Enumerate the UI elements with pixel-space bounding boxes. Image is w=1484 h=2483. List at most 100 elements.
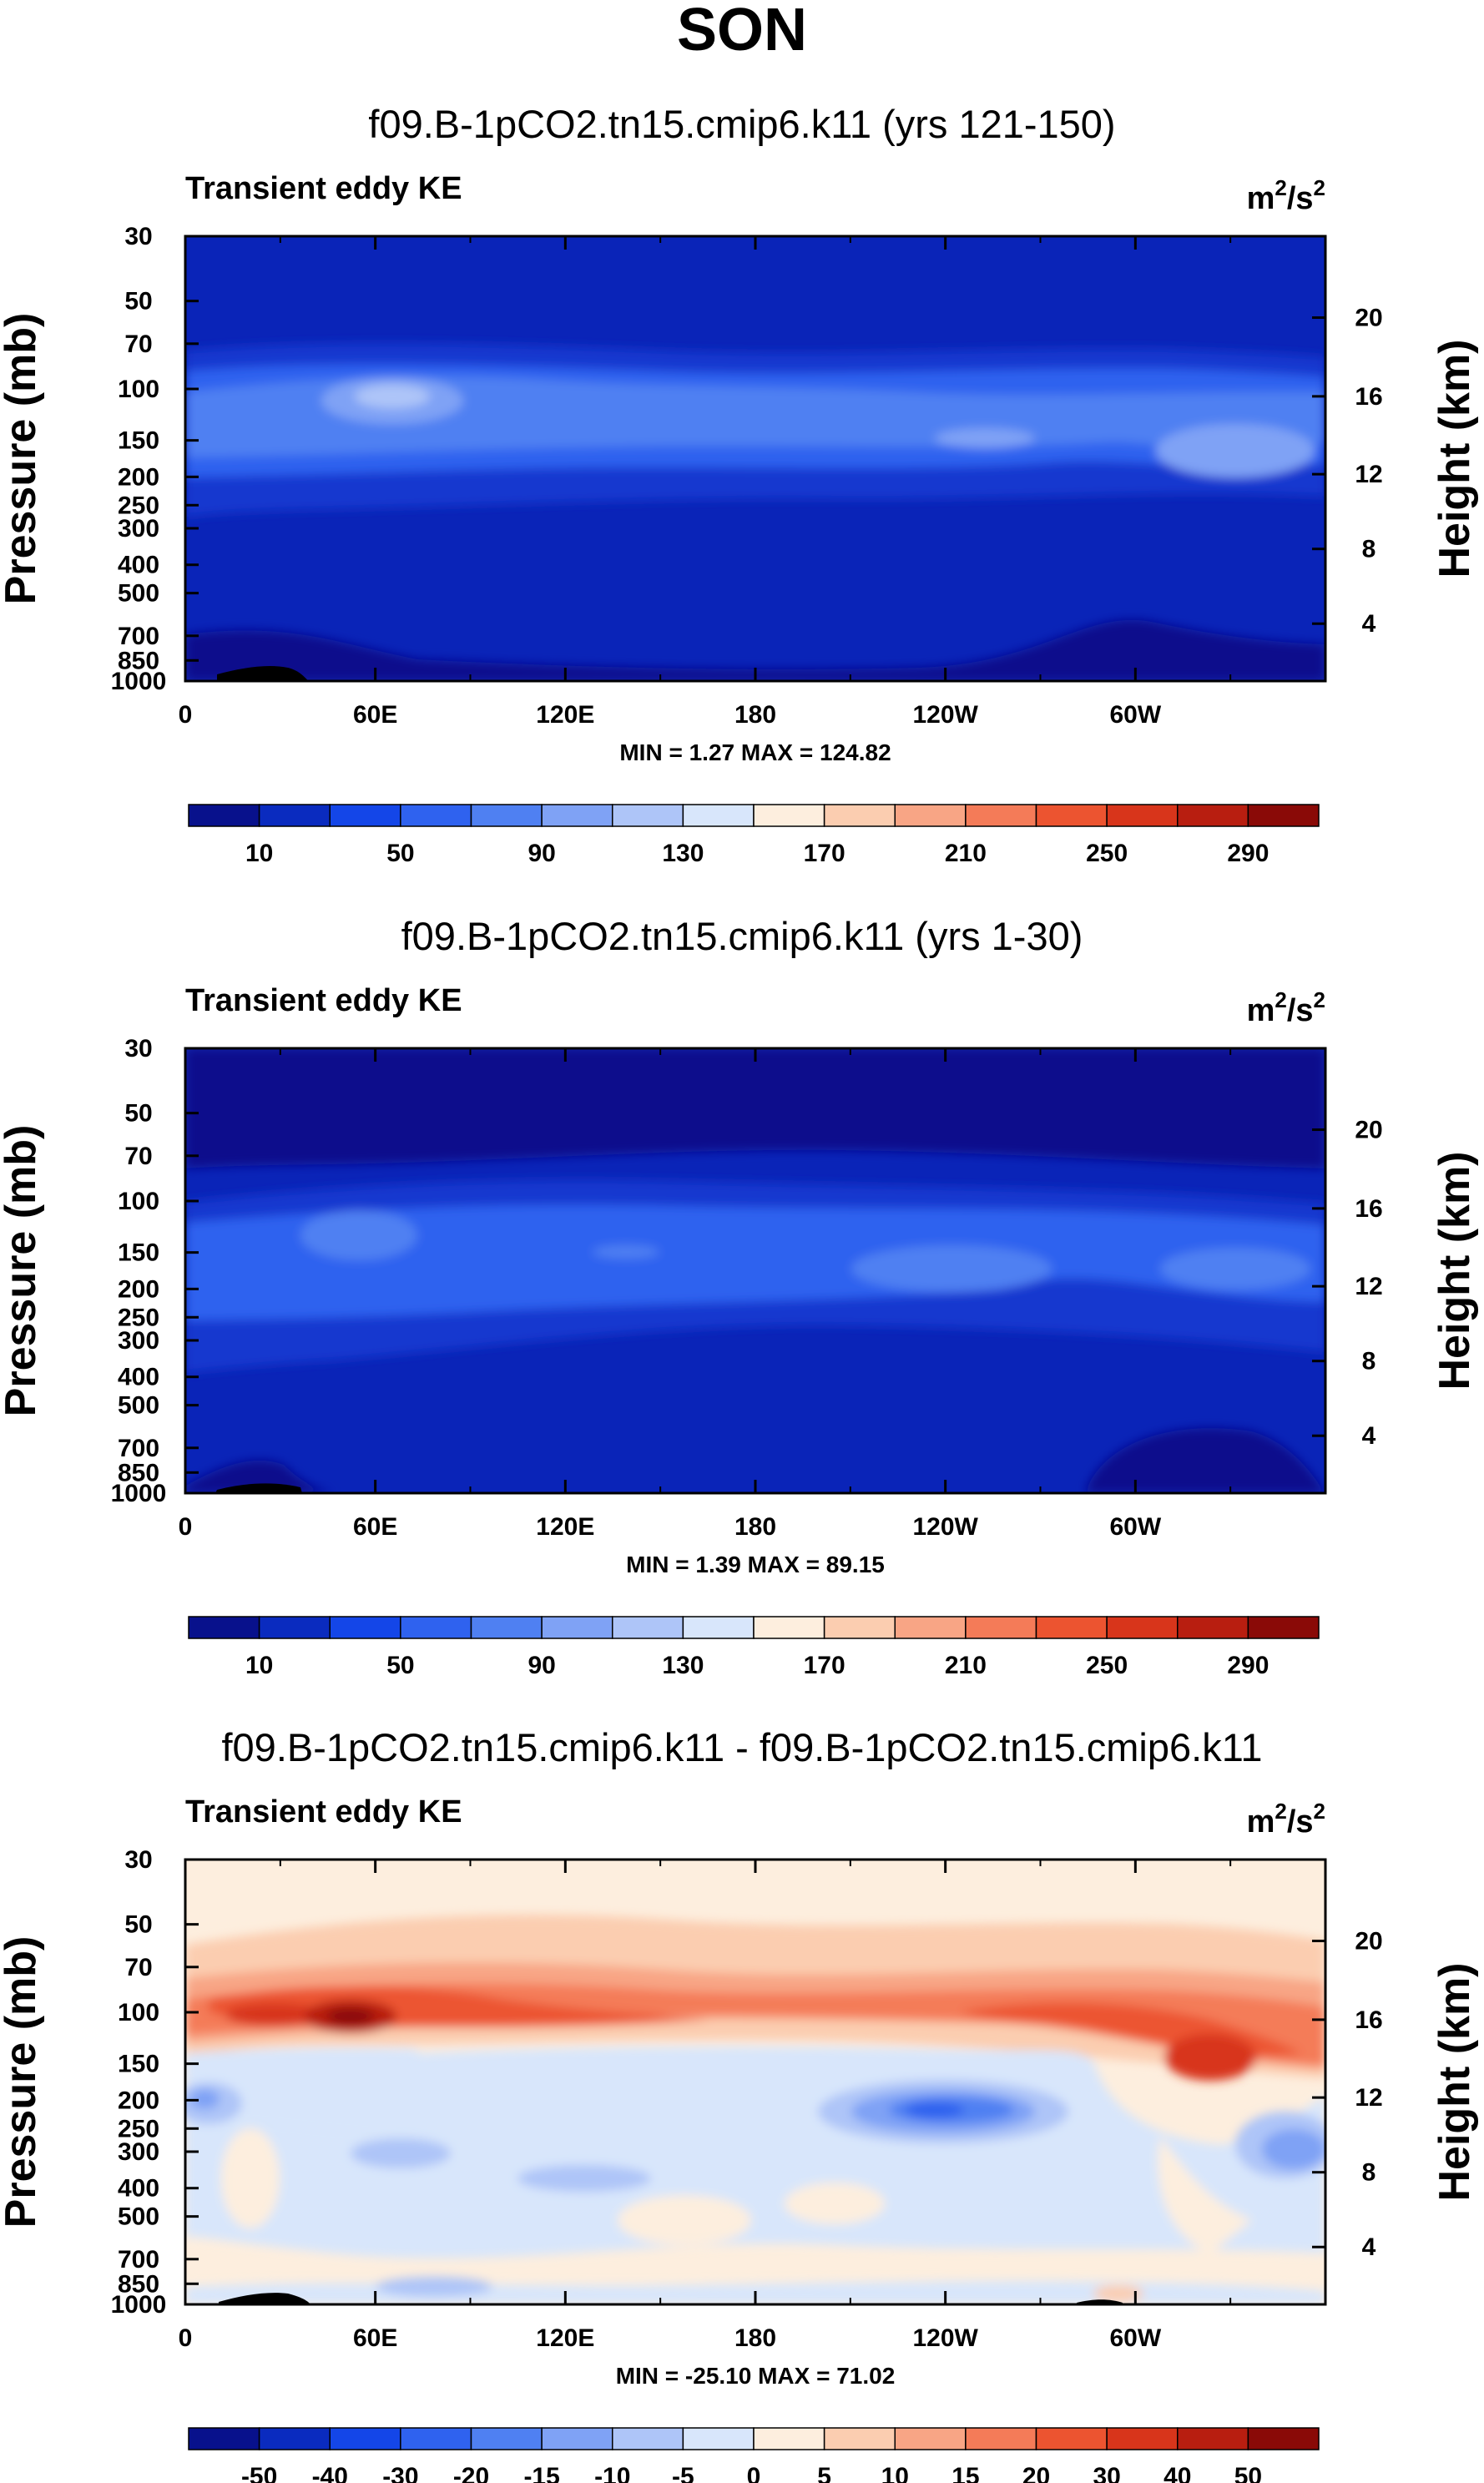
colorbar-label: -5 (672, 2463, 694, 2483)
panel-title: f09.B-1pCO2.tn15.cmip6.k11 (yrs 121-150) (368, 102, 1115, 146)
x-tick-label: 120W (912, 701, 978, 729)
colorbar-label: 50 (386, 1652, 414, 1679)
height-tick-label: 12 (1355, 461, 1382, 488)
colorbar-swatch (753, 1616, 825, 1639)
x-tick-label: 60E (353, 701, 397, 729)
colorbar-label: 50 (1234, 2463, 1262, 2483)
colorbar-swatch (1106, 1616, 1179, 1639)
y-tick-label: 250 (118, 1304, 159, 1331)
y-tick-label: 30 (124, 1035, 152, 1062)
generated-axes-and-colorbars: 0 60E 120E 180 120W 60W3050701001502002503004… (0, 223, 1479, 2483)
x-tick-label: 180 (734, 1513, 776, 1541)
x-tick-label: 60W (1109, 1513, 1161, 1541)
height-tick-label: 4 (1362, 2233, 1376, 2261)
colorbar-swatch (965, 1616, 1037, 1639)
y-tick-label: 30 (124, 1846, 152, 1874)
colorbar-label: -50 (241, 2463, 277, 2483)
colorbar-label: -15 (523, 2463, 559, 2483)
colorbar-swatch (188, 1616, 260, 1639)
contour-field (185, 236, 1325, 681)
y-tick-label: 500 (118, 1392, 159, 1420)
y-tick-label: 200 (118, 2087, 159, 2114)
x-tick-label: 120W (912, 1513, 978, 1541)
y-tick-label: 50 (124, 1911, 152, 1939)
x-tick-label: 180 (734, 701, 776, 729)
colorbar-label: 210 (945, 840, 987, 867)
min-max-label: MIN = 1.27 MAX = 124.82 (619, 739, 891, 765)
colorbar-label: 10 (245, 1652, 273, 1679)
colorbar-swatch (965, 2427, 1037, 2450)
contour-field (185, 1048, 1325, 1493)
colorbar-label: 210 (945, 1652, 987, 1679)
colorbar-swatch (329, 804, 401, 827)
x-tick-label: 120E (536, 2324, 594, 2352)
variable-label: Transient eddy KE (185, 171, 462, 206)
colorbar-label: 130 (662, 840, 704, 867)
colorbar-swatch (400, 1616, 472, 1639)
colorbar-swatch (470, 1616, 543, 1639)
x-tick-label: 120W (912, 2324, 978, 2352)
colorbar-swatch (1177, 1616, 1249, 1639)
y-tick-label: 250 (118, 492, 159, 519)
height-tick-label: 12 (1355, 1273, 1382, 1300)
y-tick-label: 70 (124, 1143, 152, 1170)
y-tick-label: 200 (118, 463, 159, 491)
colorbar-label: 90 (527, 1652, 555, 1679)
y-axis-title: Pressure (mb) (0, 313, 45, 605)
y-tick-label: 400 (118, 1364, 159, 1391)
colorbar-swatch (612, 1616, 684, 1639)
y-tick-label: 150 (118, 427, 159, 455)
y-tick-label: 700 (118, 1435, 159, 1462)
y-axis-title-right: Height (km) (1431, 1963, 1479, 2202)
colorbar-swatch (894, 804, 967, 827)
x-tick-label: 60W (1109, 2324, 1161, 2352)
y-tick-label: 100 (118, 1188, 159, 1215)
colorbar-label: 290 (1227, 840, 1269, 867)
panel-title: f09.B-1pCO2.tn15.cmip6.k11 - f09.B-1pCO2… (221, 1725, 1262, 1769)
y-tick-label: 300 (118, 515, 159, 543)
colorbar-swatch (400, 804, 472, 827)
variable-label: Transient eddy KE (185, 1794, 462, 1829)
units-label: m2/s2 (1247, 987, 1325, 1028)
colorbar-swatch (329, 2427, 401, 2450)
contour-field (185, 1860, 1325, 2304)
height-tick-label: 12 (1355, 2084, 1382, 2112)
x-tick-label: 0 (179, 1513, 193, 1541)
y-tick-label: 100 (118, 376, 159, 403)
colorbar-swatch (1177, 804, 1249, 827)
colorbar-swatch (1247, 2427, 1320, 2450)
colorbar-swatch (682, 804, 755, 827)
y-axis-title-right: Height (km) (1431, 1152, 1479, 1390)
colorbar-label: 30 (1093, 2463, 1120, 2483)
panel-1: f09.B-1pCO2.tn15.cmip6.k11 (yrs 121-150)… (184, 102, 1327, 683)
y-tick-label: 400 (118, 2175, 159, 2203)
y-tick-label: 1000 (111, 668, 167, 695)
y-tick-label: 50 (124, 288, 152, 315)
y-tick-label: 30 (124, 223, 152, 250)
y-tick-label: 1000 (111, 1480, 167, 1507)
colorbar-label: 250 (1086, 1652, 1128, 1679)
colorbar-label: 10 (245, 840, 273, 867)
colorbar-label: 20 (1022, 2463, 1050, 2483)
y-tick-label: 850 (118, 2270, 159, 2298)
height-tick-label: 4 (1362, 1422, 1376, 1450)
colorbar-label: 170 (804, 1652, 845, 1679)
y-tick-label: 300 (118, 1327, 159, 1355)
height-tick-label: 8 (1362, 2159, 1376, 2187)
page-title: SON (677, 0, 807, 63)
colorbar-label: -30 (382, 2463, 418, 2483)
colorbar-swatch (682, 1616, 755, 1639)
panel-3: f09.B-1pCO2.tn15.cmip6.k11 - f09.B-1pCO2… (184, 1725, 1327, 2306)
y-tick-label: 700 (118, 623, 159, 650)
min-max-label: MIN = -25.10 MAX = 71.02 (616, 2363, 896, 2389)
colorbar-label: 40 (1163, 2463, 1191, 2483)
y-tick-label: 50 (124, 1100, 152, 1128)
y-tick-label: 700 (118, 2246, 159, 2274)
colorbar-swatch (541, 2427, 613, 2450)
colorbar-swatch (1035, 804, 1108, 827)
y-tick-label: 250 (118, 2115, 159, 2142)
y-tick-label: 400 (118, 552, 159, 579)
colorbar-swatch (258, 2427, 331, 2450)
y-tick-label: 100 (118, 1999, 159, 2026)
min-max-label: MIN = 1.39 MAX = 89.15 (626, 1552, 885, 1577)
